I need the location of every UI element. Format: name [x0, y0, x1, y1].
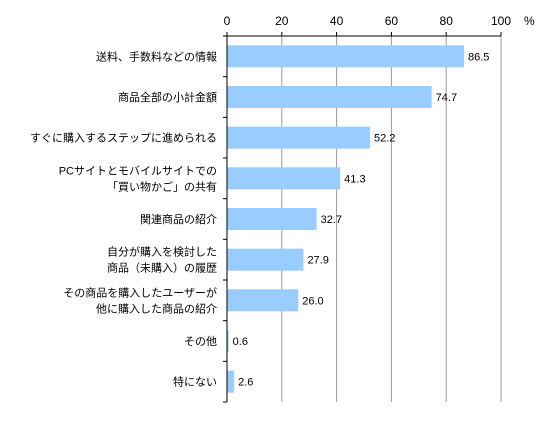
category-label: 自分が購入を検討した [107, 245, 217, 259]
bar [227, 248, 304, 271]
category-label: その商品を購入したユーザーが [63, 285, 217, 299]
value-label: 0.6 [233, 336, 248, 348]
axes [223, 32, 502, 403]
x-tick-labels: 0 20 40 60 80 100 [224, 14, 512, 28]
bars [227, 45, 465, 393]
value-label: 52.2 [374, 133, 395, 145]
value-labels: 86.5 74.7 52.2 41.3 32.7 27.9 26.0 0.6 2.6 [233, 51, 490, 388]
category-label: すぐに購入するステップに進められる [30, 131, 217, 145]
bar [227, 86, 432, 108]
x-tick-label: 0 [224, 14, 231, 28]
category-label: 特にない [173, 375, 217, 389]
value-label: 26.0 [302, 295, 323, 307]
value-label: 86.5 [468, 51, 489, 63]
x-tick-label: 80 [440, 14, 454, 28]
x-tick-label: 60 [385, 14, 399, 28]
bar [227, 45, 465, 68]
x-tick-label: 40 [330, 14, 344, 28]
bar [227, 167, 341, 190]
bar [227, 289, 299, 312]
value-label: 2.6 [238, 377, 253, 389]
bar [227, 330, 229, 352]
category-label: 「買い物かご」の共有 [107, 179, 217, 193]
category-label: 商品（未購入）の履歴 [107, 261, 217, 275]
value-label: 27.9 [307, 255, 328, 267]
value-label: 41.3 [344, 173, 365, 185]
category-label: その他 [184, 335, 217, 348]
value-label: 32.7 [321, 214, 342, 226]
unit-label: % [524, 14, 535, 28]
bar [227, 208, 317, 230]
bar [227, 126, 371, 149]
category-label: PCサイトとモバイルサイトでの [59, 164, 217, 177]
category-label: 関連商品の紹介 [140, 212, 217, 226]
bar [227, 370, 235, 393]
category-label: 商品全部の小計金額 [118, 90, 217, 104]
category-label: 送料、手数料などの情報 [96, 49, 217, 63]
x-tick-label: 100 [491, 14, 511, 28]
x-tick-label: 20 [275, 14, 289, 28]
value-label: 74.7 [436, 92, 457, 104]
category-label: 他に購入した商品の紹介 [96, 301, 217, 315]
